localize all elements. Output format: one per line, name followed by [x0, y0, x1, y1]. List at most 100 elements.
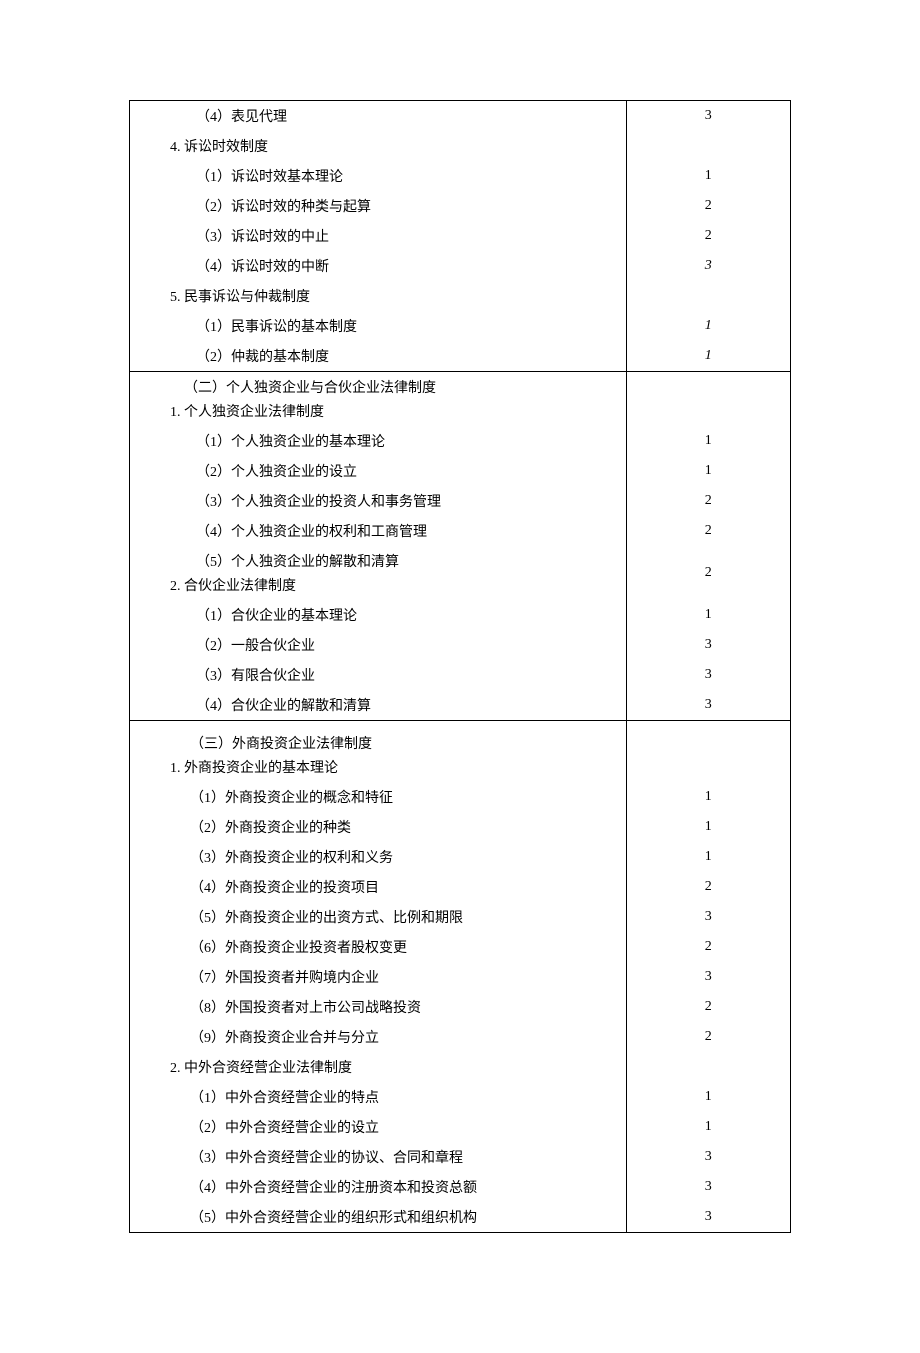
table-row: （5）个人独资企业的解散和清算 2. 合伙企业法律制度 2	[130, 546, 790, 600]
table-row: （4）表见代理 3	[130, 101, 790, 131]
table-row: （4）诉讼时效的中断 3	[130, 251, 790, 281]
outline-item: （3）诉讼时效的中止	[130, 221, 627, 251]
table-row: （二）个人独资企业与合伙企业法律制度 1. 个人独资企业法律制度	[130, 372, 790, 426]
level-value: 2	[627, 992, 790, 1022]
outline-item-multi: （三）外商投资企业法律制度 1. 外商投资企业的基本理论	[130, 721, 627, 782]
level-value: 3	[627, 630, 790, 660]
outline-subheading: 1. 外商投资企业的基本理论	[130, 757, 372, 777]
outline-item: （9）外商投资企业合并与分立	[130, 1022, 627, 1052]
table-row: （2）一般合伙企业 3	[130, 630, 790, 660]
level-value: 1	[627, 1112, 790, 1142]
table-row: 4. 诉讼时效制度	[130, 131, 790, 161]
outline-item: （5）中外合资经营企业的组织形式和组织机构	[130, 1202, 627, 1232]
table-row: （3）诉讼时效的中止 2	[130, 221, 790, 251]
level-value: 2	[627, 1022, 790, 1052]
table-row: （2）个人独资企业的设立 1	[130, 456, 790, 486]
table-row: （1）民事诉讼的基本制度 1	[130, 311, 790, 341]
outline-item: （2）个人独资企业的设立	[130, 456, 627, 486]
table-row: （2）仲裁的基本制度 1	[130, 341, 790, 371]
level-value: 3	[627, 660, 790, 690]
level-value: 2	[627, 516, 790, 546]
level-value: 3	[627, 1202, 790, 1232]
table-row: （1）个人独资企业的基本理论 1	[130, 426, 790, 456]
outline-item: （4）诉讼时效的中断	[130, 251, 627, 281]
outline-item: 2. 中外合资经营企业法律制度	[130, 1052, 627, 1082]
level-value: 1	[627, 311, 790, 341]
level-value: 3	[627, 962, 790, 992]
level-value: 1	[627, 600, 790, 630]
outline-item: （3）个人独资企业的投资人和事务管理	[130, 486, 627, 516]
table-row: （1）外商投资企业的概念和特征 1	[130, 782, 790, 812]
level-value: 1	[627, 426, 790, 456]
outline-item: （4）表见代理	[130, 101, 627, 131]
level-value: 1	[627, 782, 790, 812]
table-section-3: （三）外商投资企业法律制度 1. 外商投资企业的基本理论 （1）外商投资企业的概…	[130, 721, 790, 1232]
table-row: 2. 中外合资经营企业法律制度	[130, 1052, 790, 1082]
outline-item: （5）个人独资企业的解散和清算	[130, 551, 399, 571]
level-value: 1	[627, 456, 790, 486]
level-value	[627, 281, 790, 311]
outline-item: （3）外商投资企业的权利和义务	[130, 842, 627, 872]
level-value: 1	[627, 842, 790, 872]
level-value: 3	[627, 1142, 790, 1172]
level-value: 3	[627, 101, 790, 131]
outline-item: （3）中外合资经营企业的协议、合同和章程	[130, 1142, 627, 1172]
level-value	[627, 1052, 790, 1082]
table-row: （7）外国投资者并购境内企业 3	[130, 962, 790, 992]
table-row: （1）合伙企业的基本理论 1	[130, 600, 790, 630]
table-row: （6）外商投资企业投资者股权变更 2	[130, 932, 790, 962]
table-row: （4）中外合资经营企业的注册资本和投资总额 3	[130, 1172, 790, 1202]
level-value	[627, 131, 790, 161]
level-value: 3	[627, 1172, 790, 1202]
table-section-2: （二）个人独资企业与合伙企业法律制度 1. 个人独资企业法律制度 （1）个人独资…	[130, 372, 790, 721]
table-row: （5）中外合资经营企业的组织形式和组织机构 3	[130, 1202, 790, 1232]
level-value: 3	[627, 902, 790, 932]
outline-subheading: 2. 合伙企业法律制度	[130, 575, 399, 595]
level-value: 1	[627, 812, 790, 842]
table-section-1: （4）表见代理 3 4. 诉讼时效制度 （1）诉讼时效基本理论 1 （2）诉讼时…	[130, 101, 790, 372]
outline-item: （8）外国投资者对上市公司战略投资	[130, 992, 627, 1022]
level-value: 2	[627, 546, 791, 600]
level-value: 1	[627, 1082, 790, 1112]
outline-subheading: 1. 个人独资企业法律制度	[130, 401, 436, 421]
outline-item-multi: （二）个人独资企业与合伙企业法律制度 1. 个人独资企业法律制度	[130, 372, 627, 426]
outline-item: 4. 诉讼时效制度	[130, 131, 627, 161]
table-row: 5. 民事诉讼与仲裁制度	[130, 281, 790, 311]
level-value: 2	[627, 191, 790, 221]
level-value: 2	[627, 221, 790, 251]
outline-item: （6）外商投资企业投资者股权变更	[130, 932, 627, 962]
outline-item: （4）外商投资企业的投资项目	[130, 872, 627, 902]
table-row: （4）合伙企业的解散和清算 3	[130, 690, 790, 720]
outline-item: （2）仲裁的基本制度	[130, 341, 627, 371]
level-value: 1	[627, 341, 790, 371]
level-value: 1	[627, 161, 790, 191]
outline-item: （1）外商投资企业的概念和特征	[130, 782, 627, 812]
table-row: （9）外商投资企业合并与分立 2	[130, 1022, 790, 1052]
outline-item: （1）诉讼时效基本理论	[130, 161, 627, 191]
table-row: （1）诉讼时效基本理论 1	[130, 161, 790, 191]
outline-item: （1）中外合资经营企业的特点	[130, 1082, 627, 1112]
outline-item: （4）中外合资经营企业的注册资本和投资总额	[130, 1172, 627, 1202]
outline-item: （5）外商投资企业的出资方式、比例和期限	[130, 902, 627, 932]
outline-heading: （二）个人独资企业与合伙企业法律制度	[130, 377, 436, 397]
outline-item: （1）民事诉讼的基本制度	[130, 311, 627, 341]
table-row: （5）外商投资企业的出资方式、比例和期限 3	[130, 902, 790, 932]
level-value: 2	[627, 932, 790, 962]
table-row: （1）中外合资经营企业的特点 1	[130, 1082, 790, 1112]
table-row: （2）诉讼时效的种类与起算 2	[130, 191, 790, 221]
outline-item: （7）外国投资者并购境内企业	[130, 962, 627, 992]
table-row: （3）个人独资企业的投资人和事务管理 2	[130, 486, 790, 516]
level-value: 2	[627, 486, 790, 516]
outline-table: （4）表见代理 3 4. 诉讼时效制度 （1）诉讼时效基本理论 1 （2）诉讼时…	[129, 100, 791, 1233]
table-row: （3）外商投资企业的权利和义务 1	[130, 842, 790, 872]
outline-item: （4）合伙企业的解散和清算	[130, 690, 627, 720]
level-value: 3	[627, 690, 790, 720]
outline-item: （3）有限合伙企业	[130, 660, 627, 690]
table-row: （2）中外合资经营企业的设立 1	[130, 1112, 790, 1142]
table-row: （2）外商投资企业的种类 1	[130, 812, 790, 842]
level-value	[627, 721, 791, 782]
outline-item: （2）一般合伙企业	[130, 630, 627, 660]
outline-item: （2）诉讼时效的种类与起算	[130, 191, 627, 221]
outline-item: （1）个人独资企业的基本理论	[130, 426, 627, 456]
level-value: 2	[627, 872, 790, 902]
